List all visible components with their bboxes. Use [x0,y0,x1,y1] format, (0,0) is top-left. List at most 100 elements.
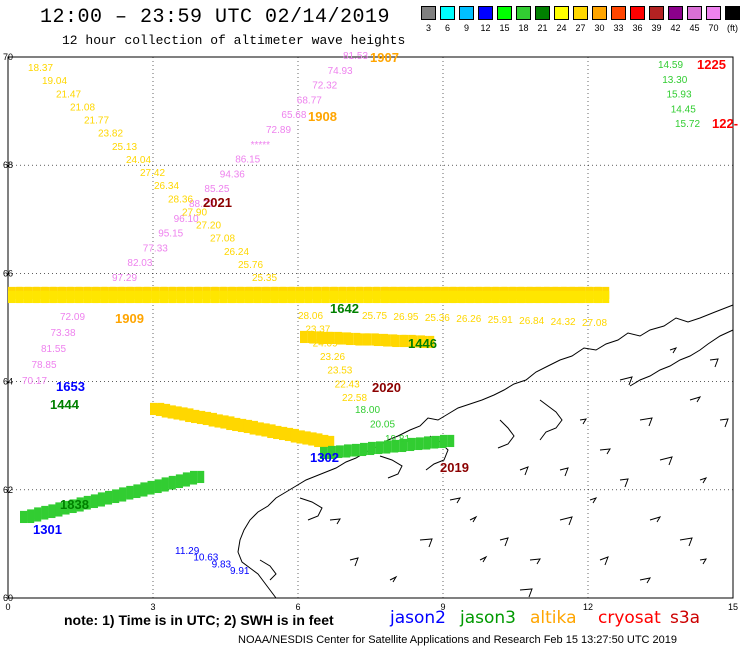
scale-swatch [459,6,474,20]
island-fragment [449,497,462,504]
track-mark: ██ [425,290,440,304]
coastline-segment [299,497,323,521]
pass-time-label: 1444 [50,397,80,412]
track-mark: ██ [501,290,516,304]
note-text: note: 1) Time is in UTC; 2) SWH is in fe… [64,612,334,628]
track-mark: ██ [8,286,23,300]
track-mark: ██ [51,286,66,300]
track-mark: ██ [133,483,148,497]
scale-swatch [706,6,721,20]
scale-label: 12 [480,23,491,33]
track-mark: ██ [140,482,155,496]
track-mark: ██ [144,286,159,300]
pass-time-label: 2019 [440,460,469,475]
legend-jason3: jason3 [460,608,516,628]
track-mark: ██ [476,290,491,304]
track-mark: ██ [297,290,312,304]
track-mark: ██ [256,422,271,436]
wave-height-value: 85.25 [204,184,229,195]
track-mark: ██ [246,290,261,304]
track-mark: ██ [544,290,559,304]
track-mark: ██ [306,290,321,304]
track-mark: ██ [221,286,236,300]
track-mark: ██ [300,330,315,344]
island-fragment [689,396,702,403]
track-mark: ██ [185,409,200,423]
track-mark: ██ [173,407,188,421]
pass-time-label: 122- [712,116,738,131]
track-mark: ██ [84,495,99,509]
wave-height-value: 26.26 [456,314,481,325]
wave-height-value: 70.17 [22,376,47,387]
wave-height-value: 27.90 [182,207,207,218]
track-mark: ██ [348,286,363,300]
wave-height-value: 26.84 [519,316,544,327]
value-labels: 81.53 74.93 72.32 68.77 65.68 72.89 ***** 86.15… [22,50,738,577]
wave-height-value: 95.15 [158,229,183,240]
track-mark: ██ [424,436,439,450]
track-mark: ██ [110,286,125,300]
x-tick-label: 15 [728,602,738,612]
island-fragment [669,347,678,354]
island-fragment [349,557,359,567]
scale-swatch [611,6,626,20]
island-fragment [639,577,652,584]
island-fragment [529,558,541,565]
pass-time-label: 1446 [408,336,437,351]
track-mark: ██ [76,290,91,304]
track-mark: ██ [561,286,576,300]
track-mark: ██ [442,286,457,300]
track-mark: ██ [169,475,184,489]
wave-height-value: 72.89 [266,125,291,136]
island-fragment [599,556,609,566]
wave-height-value: 78.85 [32,360,57,371]
track-mark: ██ [569,290,584,304]
track-mark: ██ [314,434,329,448]
track-mark: ██ [187,286,202,300]
track-mark: ██ [85,290,100,304]
track-mark: ██ [416,436,431,450]
scale-label: 36 [632,23,643,33]
track-mark: ██ [263,290,278,304]
track-mark: ██ [48,503,63,517]
track-mark: ██ [156,403,171,417]
track-mark: ██ [535,286,550,300]
track-mark: ██ [238,286,253,300]
scale-swatch [497,6,512,20]
track-mark: ██ [187,290,202,304]
track-mark: ██ [416,290,431,304]
pass-time-label: 2021 [203,195,232,210]
wave-height-value: 25.36 [425,313,450,324]
track-mark: ██ [25,286,40,300]
island-fragment [479,555,488,563]
wave-height-value: 18.37 [28,63,53,74]
scale-swatch [668,6,683,20]
island-fragment [699,558,707,565]
track-mark: ██ [467,290,482,304]
scale-swatch [478,6,493,20]
track-mark: ██ [127,286,142,300]
track-mark: ██ [289,286,304,300]
track-mark: ██ [501,286,516,300]
track-mark: ██ [392,334,407,348]
track-mark: ██ [425,286,440,300]
track-mark: ██ [63,500,78,514]
track-mark: ██ [190,470,205,484]
pass-time-label: 1909 [115,311,144,326]
track-mark: ██ [442,290,457,304]
track-mark: ██ [34,507,49,521]
track-mark: ██ [179,408,194,422]
track-mark: ██ [91,493,106,507]
track-mark: ██ [153,290,168,304]
track-mark: ██ [360,442,375,456]
track-mark: ██ [408,286,423,300]
track-mark: ██ [331,286,346,300]
track-mark: ██ [578,290,593,304]
track-mark: ██ [374,290,389,304]
wave-height-value: 81.55 [41,344,66,355]
wave-height-value: 96.10 [174,214,199,225]
track-mark: ██ [25,290,40,304]
track-mark: ██ [261,424,276,438]
wave-height-value: 18.00 [355,405,380,416]
wave-height-value: 9.91 [230,566,250,577]
